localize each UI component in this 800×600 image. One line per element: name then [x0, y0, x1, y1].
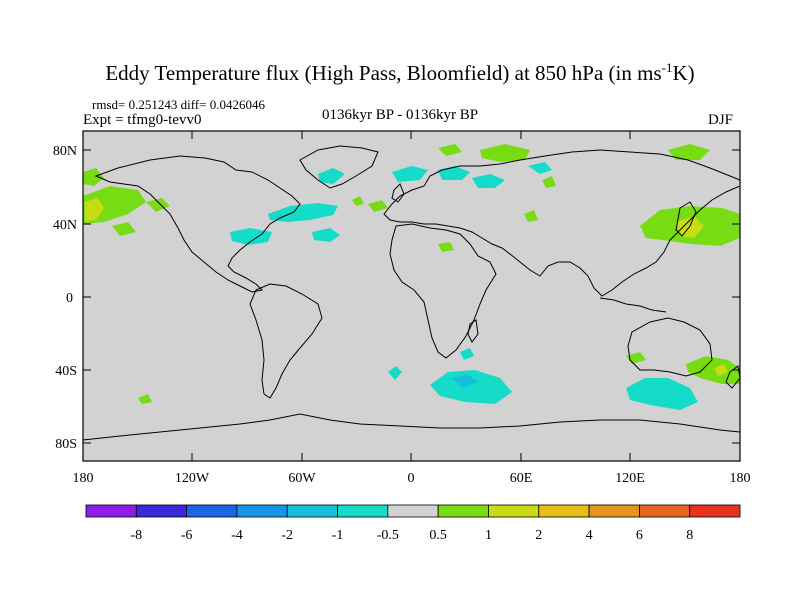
lon-label-0: 0: [408, 471, 415, 486]
colorbar-swatch: [186, 504, 238, 518]
colorbar-swatch: [286, 504, 338, 518]
colorbar-label: 8: [686, 528, 693, 543]
lat-label-80n: 80N: [53, 144, 77, 159]
anomaly-north-pacific-core: [85, 198, 104, 222]
anomaly-atlantic-ne: [352, 196, 364, 206]
anomaly-indian-south: [430, 370, 512, 404]
eurasia-coast: [383, 149, 740, 297]
anomaly-caspian: [524, 210, 538, 222]
madagascar-coast: [467, 319, 479, 343]
colorbar-swatch: [387, 504, 439, 518]
anomaly-iceland: [318, 168, 345, 184]
anomaly-siberia: [528, 162, 552, 174]
lon-label-120e: 120E: [615, 471, 645, 486]
colorbar-label: -0.5: [377, 528, 399, 543]
colorbar-swatch: [488, 504, 540, 518]
stats-label: rmsd= 0.251243 diff= 0.0426046: [92, 97, 265, 112]
australia-coast: [627, 317, 713, 377]
new-zealand-coast: [725, 365, 740, 389]
indonesia-coast: [599, 297, 667, 313]
anomaly-indian-south-core: [452, 375, 478, 388]
anomaly-aus-east: [686, 356, 740, 384]
japan-coast: [675, 201, 697, 237]
antarctica-coast: [83, 413, 740, 441]
season-label: DJF: [708, 112, 734, 128]
colorbar-label: 0.5: [429, 528, 447, 543]
anomaly-atlantic-mid: [312, 228, 340, 242]
title-superscript: -1: [661, 60, 673, 75]
colorbar-label: -8: [130, 528, 142, 543]
colorbar-swatch: [135, 504, 188, 518]
colorbar-label: -1: [332, 528, 344, 543]
colorbar-label: -6: [181, 528, 193, 543]
title-prefix: Eddy Temperature flux (High Pass, Bloomf…: [105, 61, 662, 85]
map-ocean-background: [83, 131, 740, 461]
lon-label-60e: 60E: [510, 471, 533, 486]
colorbar-label: 4: [586, 528, 593, 543]
colorbar-label: 6: [636, 528, 643, 543]
lon-label-120w: 120W: [175, 471, 210, 486]
title-suffix: K): [672, 61, 695, 85]
colorbar-swatch: [638, 504, 691, 518]
comparison-label: 0136kyr BP - 0136kyr BP: [322, 107, 479, 123]
anomaly-barents-b: [472, 174, 505, 188]
lon-label-180w: 180: [73, 471, 94, 486]
experiment-label: Expt = tfmg0-tevv0: [83, 112, 202, 128]
lon-label-60w: 60W: [288, 471, 316, 486]
colorbar-label: -2: [281, 528, 293, 543]
greenland-coast: [299, 145, 379, 189]
colorbar-swatch: [85, 504, 137, 518]
coastlines: [83, 145, 740, 441]
chart-title: Eddy Temperature flux (High Pass, Bloomf…: [0, 60, 800, 86]
colorbar-swatch: [588, 504, 640, 518]
lat-label-equator: 0: [66, 291, 73, 306]
colorbar-label: 2: [535, 528, 542, 543]
anomaly-aus-east-core: [714, 364, 728, 376]
colorbar: -8 -6 -4 -2 -1 -0.5 0.5 1 2 4 6 8: [85, 504, 741, 543]
lat-label-80s: 80S: [55, 437, 77, 452]
anomaly-kara-sea: [480, 144, 530, 162]
lat-label-40s: 40S: [55, 364, 77, 379]
colorbar-swatch: [337, 504, 389, 518]
anomaly-south-pacific-west: [138, 394, 152, 404]
anomaly-aus-south: [626, 378, 698, 410]
anomaly-japan-core: [676, 216, 704, 238]
colorbar-swatch: [437, 504, 489, 518]
anomaly-south-atlantic: [388, 366, 402, 380]
lat-label-40n: 40N: [53, 218, 77, 233]
anomaly-arctic-east: [438, 144, 462, 156]
colorbar-label: -4: [231, 528, 243, 543]
south-america-coast: [249, 283, 323, 399]
anomaly-north-atlantic: [268, 203, 338, 222]
anomaly-alaska: [83, 168, 104, 186]
anomaly-us-east: [230, 228, 272, 245]
latitude-axis: [83, 149, 740, 444]
anomaly-arctic-far-east: [668, 144, 710, 160]
africa-coast: [389, 223, 497, 359]
uk-coast: [391, 183, 405, 203]
longitude-axis: [82, 131, 631, 461]
colorbar-swatch: [236, 504, 288, 518]
colorbar-label: 1: [485, 528, 492, 543]
north-america-coast: [94, 155, 301, 293]
anomaly-madagascar: [460, 348, 474, 360]
colorbar-swatch: [689, 504, 741, 518]
anomaly-siberia-small: [542, 176, 556, 188]
anomaly-africa-nw: [438, 242, 454, 252]
lon-label-180e: 180: [730, 471, 751, 486]
colorbar-swatch: [538, 504, 590, 518]
anomaly-pacific-south-east: [112, 222, 136, 236]
anomaly-shading: [83, 144, 740, 410]
anomaly-norway-sea: [392, 166, 428, 182]
anomaly-greenland-sea: [368, 200, 388, 212]
